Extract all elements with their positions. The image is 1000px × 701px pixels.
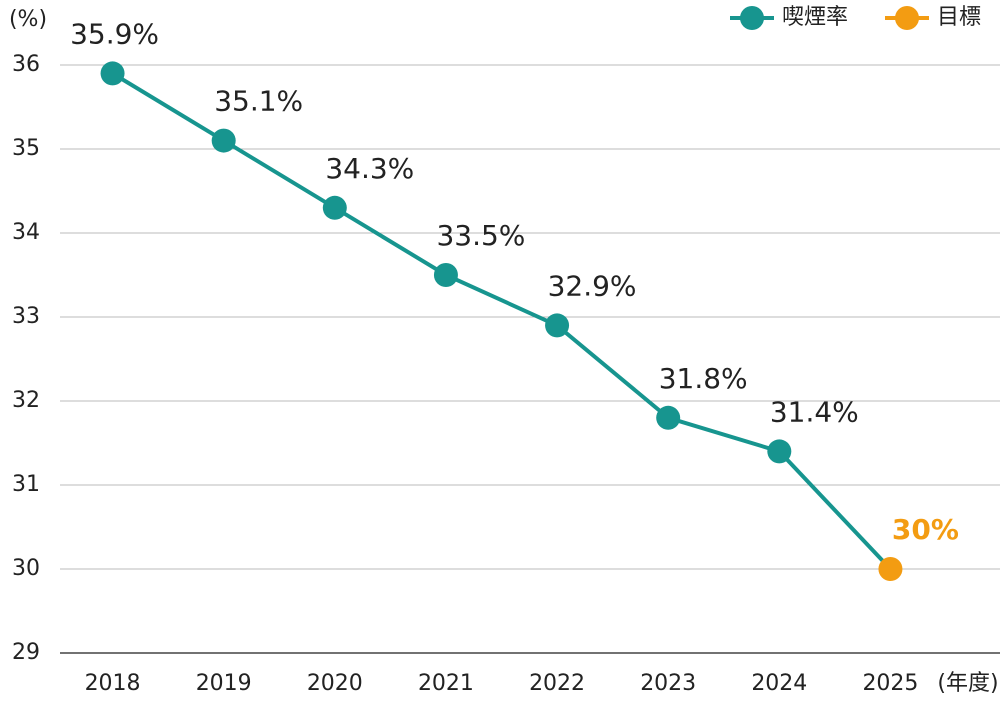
value-label: 31.4%: [770, 395, 859, 428]
legend-label: 喫煙率: [782, 5, 848, 30]
value-label: 35.9%: [70, 17, 159, 50]
x-tick-label: 2020: [307, 671, 363, 696]
point: [100, 61, 125, 86]
x-tick-label: 2025: [862, 671, 918, 696]
y-tick-label: 30: [12, 556, 40, 581]
y-tick-label: 33: [12, 304, 40, 329]
x-tick-label: 2024: [751, 671, 807, 696]
legend-label: 目標: [937, 5, 981, 30]
x-tick-label: 2018: [85, 671, 141, 696]
y-tick-label: 31: [12, 472, 40, 497]
point: [545, 313, 570, 338]
value-label: 30%: [892, 513, 959, 546]
legend-marker: [740, 6, 764, 30]
value-label: 32.9%: [548, 269, 637, 302]
point: [656, 405, 681, 430]
point: [433, 263, 458, 287]
x-tick-label: 2023: [640, 671, 696, 696]
point: [322, 195, 347, 220]
point: [211, 128, 236, 153]
value-label: 34.3%: [325, 152, 414, 185]
x-tick-label: 2021: [418, 671, 474, 696]
y-tick-label: 35: [12, 136, 40, 161]
y-tick-label: 34: [12, 220, 40, 245]
x-tick-label: 2022: [529, 671, 585, 696]
x-axis-label: (年度): [937, 671, 998, 696]
y-axis-label: (%): [9, 7, 47, 32]
legend-marker: [895, 6, 919, 30]
y-tick-label: 29: [12, 640, 40, 665]
value-label: 31.8%: [659, 362, 748, 395]
value-label: 33.5%: [436, 219, 525, 252]
point: [878, 557, 903, 581]
y-tick-label: 32: [12, 388, 40, 413]
point: [767, 439, 792, 464]
connector-line: [777, 450, 892, 571]
x-tick-label: 2019: [196, 671, 252, 696]
y-tick-label: 36: [12, 52, 40, 77]
value-label: 35.1%: [214, 85, 303, 118]
